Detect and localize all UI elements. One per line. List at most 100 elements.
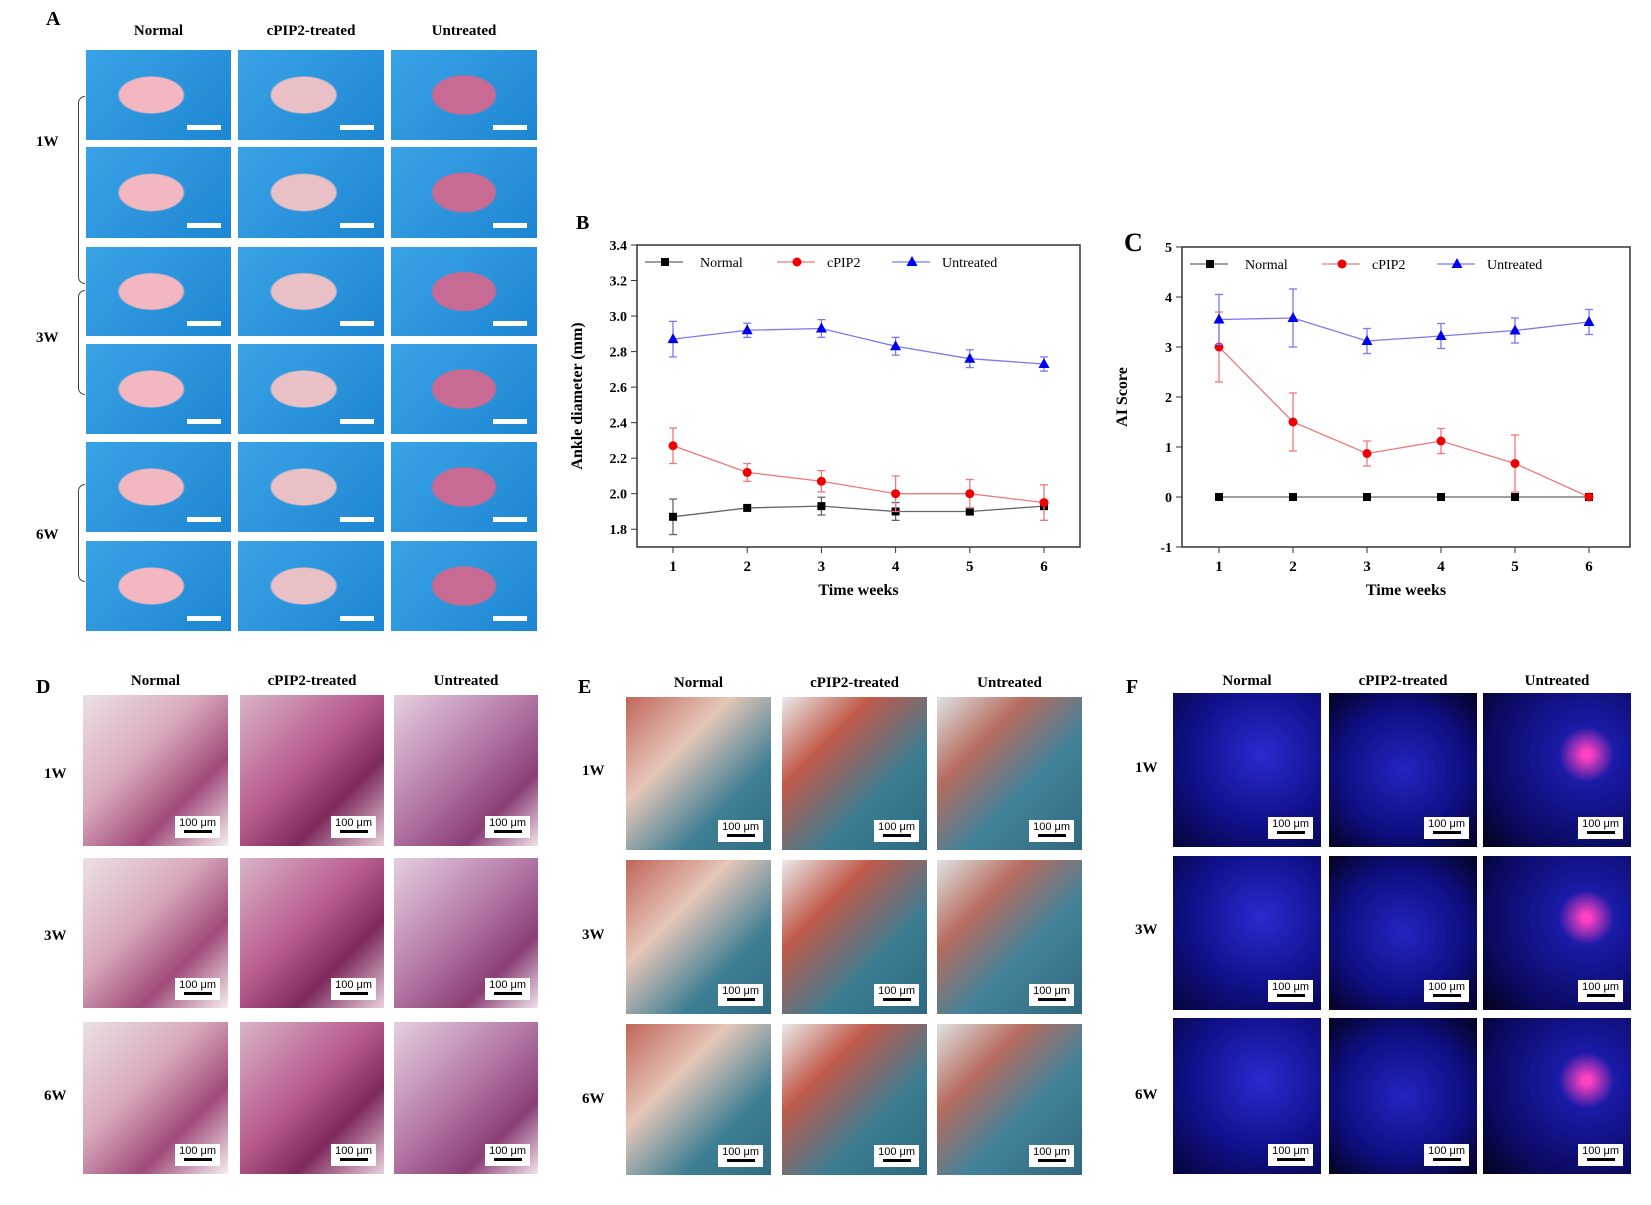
legend-label: Untreated [942, 256, 997, 271]
scale-bar-label: 100 μm [1033, 821, 1070, 833]
scale-bar [493, 223, 527, 228]
scale-bar: 100 μm [331, 978, 376, 1000]
panel-f-row-label: 6W [1135, 1087, 1158, 1103]
x-tick-label: 2 [1289, 559, 1297, 575]
scale-bar: 100 μm [175, 816, 220, 838]
scale-bar: 100 μm [718, 1145, 763, 1167]
scale-bar: 100 μm [1029, 820, 1074, 842]
panel-d-image: 100 μm [83, 695, 228, 846]
panel-d-image: 100 μm [83, 858, 228, 1008]
panel-a-image [238, 344, 384, 434]
scale-bar-label: 100 μm [1272, 818, 1309, 830]
scale-bar-label: 100 μm [722, 821, 759, 833]
series-line-untreated [672, 327, 1045, 365]
scale-bar: 100 μm [1268, 1144, 1313, 1166]
panel-a-image [391, 541, 537, 631]
data-point-cpip2 [1362, 449, 1372, 458]
legend-marker [661, 258, 669, 266]
y-tick-label: 1 [1165, 441, 1172, 456]
legend-marker [792, 257, 802, 267]
scale-bar [493, 125, 527, 130]
data-point-untreated [964, 352, 976, 363]
data-point-untreated [1361, 335, 1373, 345]
panel-b-label: B [576, 212, 590, 234]
panel-f-image: 100 μm [1173, 1018, 1321, 1174]
data-point-normal [817, 502, 826, 511]
scale-bar: 100 μm [1424, 817, 1469, 839]
data-point-untreated [1583, 316, 1595, 326]
panel-f-image: 100 μm [1329, 693, 1477, 847]
x-axis-label: Time weeks [818, 582, 898, 599]
panel-e-image: 100 μm [937, 697, 1082, 850]
y-tick-label: 2.2 [610, 452, 628, 467]
x-tick-label: 3 [1363, 559, 1371, 575]
panel-a-label: A [46, 8, 61, 30]
scale-bar [187, 419, 221, 424]
x-tick-label: 3 [818, 559, 826, 575]
panel-a-image [238, 247, 384, 336]
x-tick-label: 1 [1215, 559, 1223, 575]
panel-f-label: F [1126, 676, 1139, 698]
panel-a-image [238, 541, 384, 631]
scale-bar: 100 μm [1029, 984, 1074, 1006]
data-point-cpip2 [1436, 436, 1446, 446]
scale-bar [187, 321, 221, 326]
y-tick-label: 0 [1165, 491, 1172, 506]
scale-bar [340, 616, 374, 621]
scale-bar [340, 419, 374, 424]
scale-bar-label: 100 μm [722, 1146, 759, 1158]
panel-f-header-0: Normal [1222, 673, 1272, 689]
scale-bar-label: 100 μm [1272, 1145, 1309, 1157]
panel-d-header-1: cPIP2-treated [267, 673, 357, 689]
plot-frame [1181, 246, 1631, 548]
data-point-cpip2 [1510, 459, 1520, 468]
x-tick-label: 1 [669, 559, 677, 575]
y-tick-label: 3.2 [610, 275, 628, 290]
panel-f-image: 100 μm [1483, 856, 1631, 1010]
data-point-untreated [667, 333, 679, 344]
data-point-normal [1511, 493, 1519, 501]
x-tick-label: 4 [892, 559, 900, 575]
panel-d-header-0: Normal [130, 673, 181, 689]
panel-d-image: 100 μm [240, 695, 384, 846]
scale-bar-label: 100 μm [489, 817, 526, 829]
series-line-cpip2 [672, 445, 1045, 504]
data-point-cpip2 [891, 489, 901, 499]
data-point-cpip2 [1039, 498, 1049, 508]
scale-bar-label: 100 μm [335, 817, 372, 829]
scale-bar: 100 μm [331, 816, 376, 838]
data-point-untreated [741, 324, 753, 335]
scale-bar-label: 100 μm [1582, 818, 1619, 830]
panel-a-image [391, 247, 537, 336]
legend-label: Untreated [1487, 258, 1542, 273]
scale-bar-label: 100 μm [489, 1145, 526, 1157]
panel-a-image [86, 541, 231, 631]
legend-label: cPIP2 [1372, 258, 1405, 273]
x-tick-label: 5 [1511, 559, 1519, 575]
x-axis-label: Time weeks [1366, 582, 1446, 599]
legend-marker [906, 256, 918, 266]
panel-d-label: D [36, 676, 51, 698]
panel-d-row-label: 6W [44, 1088, 67, 1104]
panel-e-image: 100 μm [782, 860, 927, 1014]
scale-bar: 100 μm [718, 984, 763, 1006]
y-tick-label: 2.6 [610, 381, 628, 396]
panel-e-row-label: 1W [582, 763, 605, 779]
scale-bar-label: 100 μm [878, 1146, 915, 1158]
data-point-cpip2 [816, 476, 826, 486]
series-line-normal [672, 505, 1045, 518]
scale-bar [340, 321, 374, 326]
y-tick-label: 3.0 [610, 310, 628, 325]
data-point-cpip2 [668, 441, 678, 451]
panel-f-header-1: cPIP2-treated [1358, 673, 1448, 689]
panel-a-image [391, 442, 537, 532]
scale-bar [187, 223, 221, 228]
legend-label: Normal [1245, 258, 1288, 273]
data-point-cpip2 [965, 489, 975, 499]
scale-bar-label: 100 μm [878, 821, 915, 833]
scale-bar: 100 μm [1029, 1145, 1074, 1167]
bracket [78, 290, 85, 395]
scale-bar-label: 100 μm [1033, 1146, 1070, 1158]
scale-bar: 100 μm [485, 978, 530, 1000]
scale-bar-label: 100 μm [1033, 985, 1070, 997]
